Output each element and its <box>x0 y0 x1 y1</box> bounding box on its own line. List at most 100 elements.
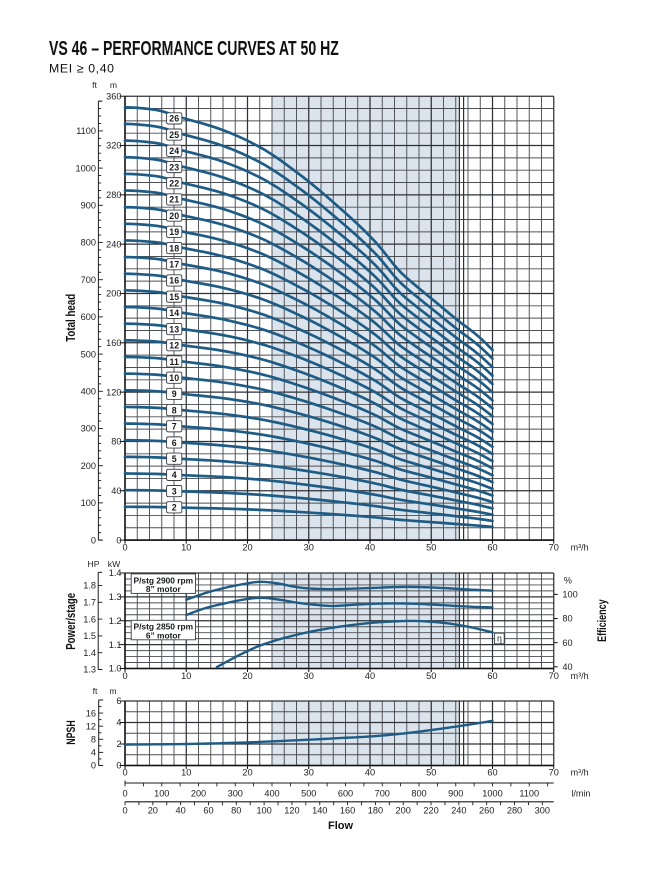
svg-text:40: 40 <box>365 768 375 778</box>
svg-text:Total head: Total head <box>63 294 78 342</box>
svg-text:Flow: Flow <box>328 820 353 832</box>
svg-text:18: 18 <box>169 243 179 253</box>
svg-text:10: 10 <box>181 543 191 553</box>
svg-text:100: 100 <box>81 498 96 508</box>
svg-text:70: 70 <box>549 768 559 778</box>
svg-text:0: 0 <box>116 761 121 771</box>
svg-text:600: 600 <box>338 789 353 799</box>
svg-text:700: 700 <box>375 789 390 799</box>
svg-text:10: 10 <box>181 671 191 681</box>
svg-text:5: 5 <box>172 454 177 464</box>
svg-text:15: 15 <box>169 292 179 302</box>
svg-text:ft: ft <box>93 686 98 696</box>
svg-text:500: 500 <box>301 789 316 799</box>
svg-text:120: 120 <box>284 806 299 816</box>
svg-text:100: 100 <box>562 590 577 600</box>
svg-text:19: 19 <box>169 227 179 237</box>
svg-text:4: 4 <box>91 748 96 758</box>
svg-text:8: 8 <box>91 734 96 744</box>
svg-text:1000: 1000 <box>76 163 96 173</box>
svg-text:10: 10 <box>181 768 191 778</box>
svg-text:60: 60 <box>203 806 213 816</box>
svg-text:1.3: 1.3 <box>109 592 122 602</box>
svg-text:30: 30 <box>304 768 314 778</box>
svg-text:8: 8 <box>172 405 177 415</box>
svg-text:13: 13 <box>169 324 179 334</box>
svg-text:17: 17 <box>169 260 179 270</box>
svg-text:30: 30 <box>304 671 314 681</box>
svg-text:7: 7 <box>172 422 177 432</box>
svg-text:0: 0 <box>122 806 127 816</box>
svg-text:25: 25 <box>169 130 179 140</box>
svg-text:kW: kW <box>108 559 121 569</box>
svg-text:4: 4 <box>172 470 177 480</box>
svg-text:HP: HP <box>88 559 100 569</box>
svg-text:9: 9 <box>172 389 177 399</box>
svg-text:360: 360 <box>106 91 121 101</box>
svg-text:100: 100 <box>154 789 169 799</box>
svg-text:m³/h: m³/h <box>571 543 589 553</box>
svg-text:60: 60 <box>487 768 497 778</box>
svg-text:2: 2 <box>172 503 177 513</box>
svg-text:14: 14 <box>169 308 179 318</box>
svg-text:500: 500 <box>81 349 96 359</box>
svg-text:0: 0 <box>122 543 127 553</box>
svg-text:m³/h: m³/h <box>571 671 589 681</box>
svg-text:60: 60 <box>487 543 497 553</box>
svg-text:400: 400 <box>264 789 279 799</box>
svg-text:280: 280 <box>507 806 522 816</box>
svg-text:30: 30 <box>304 543 314 553</box>
svg-text:3: 3 <box>172 486 177 496</box>
svg-text:%: % <box>564 576 572 586</box>
svg-text:0: 0 <box>122 671 127 681</box>
svg-text:0: 0 <box>91 761 96 771</box>
svg-text:MEI ≥ 0,40: MEI ≥ 0,40 <box>49 62 114 76</box>
svg-text:VS 46 – PERFORMANCE CURVES AT: VS 46 – PERFORMANCE CURVES AT 50 HZ <box>49 38 339 61</box>
svg-text:4: 4 <box>116 718 121 728</box>
svg-text:P/stg 2900 rpm: P/stg 2900 rpm <box>134 575 194 585</box>
svg-text:P/stg 2850 rpm: P/stg 2850 rpm <box>134 622 194 632</box>
svg-text:1.7: 1.7 <box>83 598 96 608</box>
svg-text:50: 50 <box>426 543 436 553</box>
svg-text:20: 20 <box>242 768 252 778</box>
svg-text:1.5: 1.5 <box>83 631 96 641</box>
svg-text:0: 0 <box>122 768 127 778</box>
svg-text:1000: 1000 <box>482 789 502 799</box>
svg-text:11: 11 <box>170 357 179 367</box>
svg-text:16: 16 <box>86 708 96 718</box>
svg-text:60: 60 <box>487 671 497 681</box>
svg-text:70: 70 <box>549 671 559 681</box>
svg-text:20: 20 <box>242 543 252 553</box>
svg-text:1.4: 1.4 <box>83 648 96 658</box>
svg-text:6: 6 <box>116 696 121 706</box>
svg-text:300: 300 <box>228 789 243 799</box>
svg-text:40: 40 <box>562 662 572 672</box>
svg-text:20: 20 <box>169 211 179 221</box>
svg-text:200: 200 <box>191 789 206 799</box>
svg-text:6: 6 <box>172 438 177 448</box>
svg-text:m: m <box>109 686 116 696</box>
svg-text:140: 140 <box>312 806 327 816</box>
svg-text:240: 240 <box>451 806 466 816</box>
svg-text:m: m <box>110 80 117 90</box>
svg-text:1.0: 1.0 <box>109 664 122 674</box>
svg-text:NPSH: NPSH <box>64 720 78 745</box>
svg-text:80: 80 <box>562 614 572 624</box>
svg-text:1.3: 1.3 <box>83 665 96 675</box>
svg-text:η: η <box>497 633 502 643</box>
svg-text:400: 400 <box>81 387 96 397</box>
svg-text:1100: 1100 <box>519 789 539 799</box>
svg-text:20: 20 <box>242 671 252 681</box>
svg-text:8” motor: 8” motor <box>146 584 182 594</box>
svg-text:800: 800 <box>411 789 426 799</box>
svg-text:120: 120 <box>106 387 121 397</box>
svg-text:6” motor: 6” motor <box>146 631 182 641</box>
svg-text:900: 900 <box>448 789 463 799</box>
svg-text:100: 100 <box>256 806 271 816</box>
svg-text:900: 900 <box>81 201 96 211</box>
svg-text:2: 2 <box>116 739 121 749</box>
svg-text:10: 10 <box>169 373 179 383</box>
svg-text:24: 24 <box>169 146 179 156</box>
svg-text:800: 800 <box>81 238 96 248</box>
svg-text:0: 0 <box>122 789 127 799</box>
